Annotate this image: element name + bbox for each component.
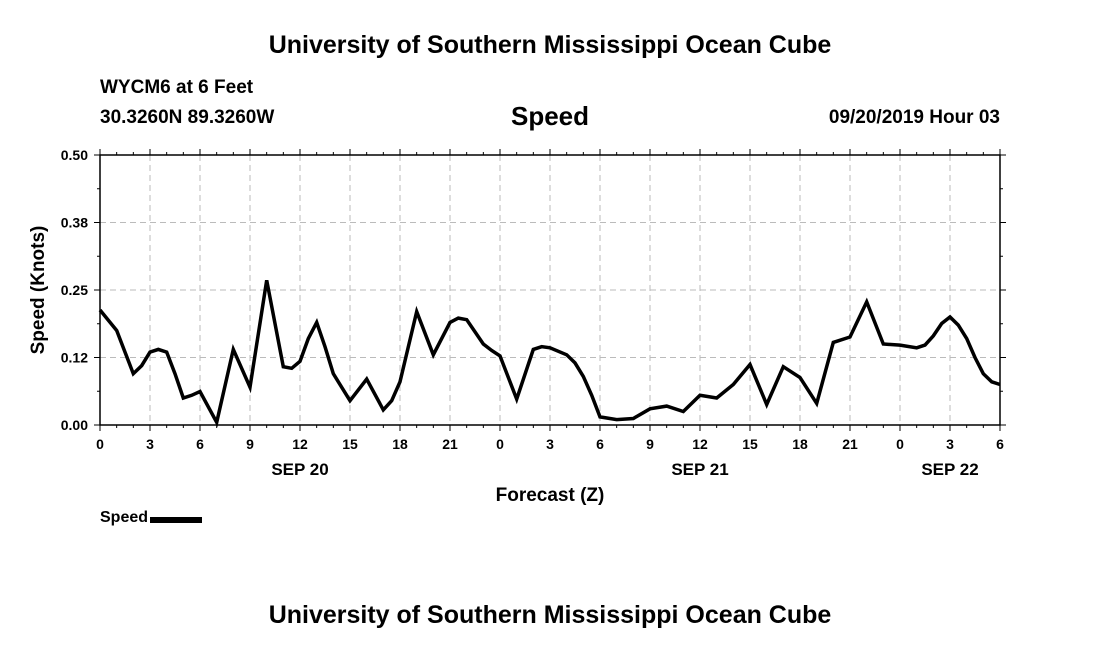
x-tick-label: 18: [792, 436, 808, 452]
x-tick-label: 18: [392, 436, 408, 452]
x-tick-label: 15: [342, 436, 358, 452]
x-tick-label: 21: [442, 436, 458, 452]
y-axis-label: Speed (Knots): [28, 226, 49, 355]
x-tick-label: 6: [196, 436, 204, 452]
date-label: SEP 22: [921, 460, 978, 479]
y-tick-label: 0.12: [61, 350, 88, 366]
x-tick-label: 0: [496, 436, 504, 452]
y-tick-label: 0.38: [61, 215, 88, 231]
x-tick-label: 3: [146, 436, 154, 452]
x-tick-label: 3: [546, 436, 554, 452]
x-tick-label: 9: [246, 436, 254, 452]
page-title: University of Southern Mississippi Ocean…: [268, 31, 832, 59]
chart-title: Speed: [510, 101, 590, 131]
y-tick-label: 0.25: [61, 282, 88, 298]
date-label: SEP 21: [671, 460, 728, 479]
x-tick-label: 15: [742, 436, 758, 452]
footer-title: University of Southern Mississippi Ocean…: [268, 601, 832, 629]
coordinates-label: 30.3260N 89.3260W: [100, 107, 275, 128]
speed-series-line: [98, 279, 1001, 428]
date-label: SEP 20: [271, 460, 328, 479]
legend-label: Speed: [100, 509, 149, 526]
x-tick-label: 21: [842, 436, 858, 452]
x-tick-label: 12: [292, 436, 308, 452]
y-tick-label: 0.00: [61, 417, 88, 433]
legend-swatch: [150, 516, 203, 523]
station-label: WYCM6 at 6 Feet: [100, 77, 254, 98]
x-tick-label: 0: [896, 436, 904, 452]
x-tick-label: 12: [692, 436, 708, 452]
x-tick-label: 6: [996, 436, 1004, 452]
y-tick-label: 0.50: [61, 147, 88, 163]
x-tick-label: 9: [646, 436, 654, 452]
x-tick-label: 6: [596, 436, 604, 452]
x-tick-label: 0: [96, 436, 104, 452]
x-tick-label: 3: [946, 436, 954, 452]
legend: Speed: [100, 509, 203, 527]
x-axis-label: Forecast (Z): [496, 485, 605, 506]
timestamp-label: 09/20/2019 Hour 03: [828, 107, 1000, 128]
